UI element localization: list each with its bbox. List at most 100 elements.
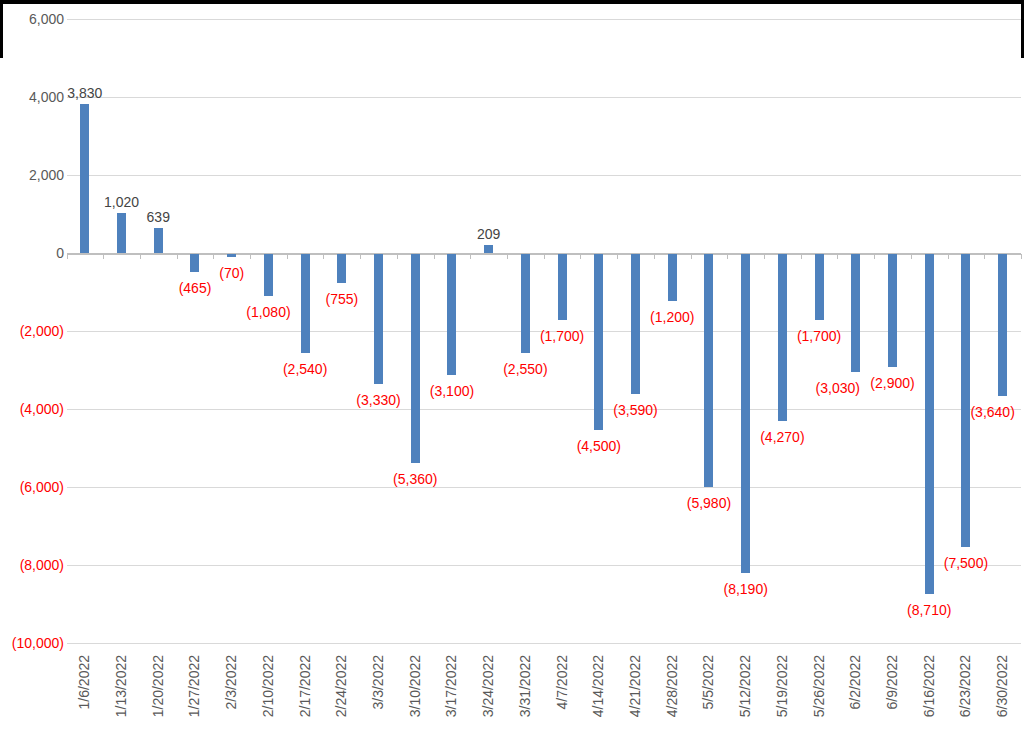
y-tick-label: (6,000): [0, 478, 64, 496]
axis-tick: [837, 254, 838, 259]
bar-chart: 6,0004,0002,0000(2,000)(4,000)(6,000)(8,…: [0, 0, 1024, 744]
category-label: 2/24/2022: [333, 655, 350, 717]
data-label: (1,700): [777, 327, 861, 345]
category-label: 1/13/2022: [113, 655, 130, 717]
category-label: 4/21/2022: [627, 655, 644, 717]
y-tick-label: 6,000: [0, 10, 64, 28]
data-label: 639: [116, 208, 200, 226]
data-label: 209: [447, 225, 531, 243]
axis-tick: [360, 254, 361, 259]
gridline: [67, 643, 1022, 644]
data-label: (2,540): [263, 360, 347, 378]
axis-tick: [287, 254, 288, 259]
y-tick-label: 2,000: [0, 166, 64, 184]
data-label: (1,080): [226, 303, 310, 321]
bar: [447, 254, 456, 375]
axis-tick: [984, 254, 985, 259]
bar: [961, 254, 970, 547]
data-label: (8,190): [704, 580, 788, 598]
axis-tick: [67, 254, 68, 259]
data-label: (3,640): [951, 403, 1024, 421]
category-label: 1/20/2022: [150, 655, 167, 717]
bar: [80, 104, 89, 253]
bar: [888, 254, 897, 367]
gridline: [67, 487, 1022, 488]
axis-tick: [580, 254, 581, 259]
category-label: 6/9/2022: [884, 655, 901, 710]
data-label: (5,360): [373, 470, 457, 488]
axis-tick: [874, 254, 875, 259]
axis-tick: [911, 254, 912, 259]
category-label: 4/14/2022: [590, 655, 607, 717]
category-label: 5/26/2022: [811, 655, 828, 717]
axis-tick: [654, 254, 655, 259]
data-label: (8,710): [887, 601, 971, 619]
category-label: 6/16/2022: [921, 655, 938, 717]
axis-tick: [617, 254, 618, 259]
category-label: 3/17/2022: [443, 655, 460, 717]
category-label: 6/30/2022: [994, 655, 1011, 717]
data-label: (3,330): [337, 391, 421, 409]
left-border: [0, 0, 3, 58]
data-label: (2,550): [483, 360, 567, 378]
category-label: 4/28/2022: [664, 655, 681, 717]
bar: [227, 254, 236, 257]
bar: [815, 254, 824, 320]
axis-tick: [544, 254, 545, 259]
axis-tick: [507, 254, 508, 259]
bar: [411, 254, 420, 463]
data-label: (3,590): [594, 401, 678, 419]
data-label: (3,100): [410, 382, 494, 400]
bar: [741, 254, 750, 573]
data-label: (7,500): [924, 554, 1008, 572]
category-label: 2/10/2022: [260, 655, 277, 717]
gridline: [67, 19, 1022, 20]
category-label: 1/27/2022: [186, 655, 203, 717]
gridline: [67, 565, 1022, 566]
axis-tick: [140, 254, 141, 259]
axis-tick: [103, 254, 104, 259]
axis-tick: [948, 254, 949, 259]
category-label: 1/6/2022: [76, 655, 93, 710]
bar: [851, 254, 860, 372]
category-label: 5/12/2022: [737, 655, 754, 717]
bar: [484, 245, 493, 253]
data-label: (1,700): [520, 327, 604, 345]
y-tick-label: (8,000): [0, 556, 64, 574]
gridline: [67, 97, 1022, 98]
axis-tick: [177, 254, 178, 259]
axis-tick: [1021, 254, 1022, 259]
bar: [704, 254, 713, 487]
data-label: 3,830: [43, 84, 127, 102]
category-label: 5/19/2022: [774, 655, 791, 717]
category-label: 3/10/2022: [407, 655, 424, 717]
data-label: (5,980): [667, 494, 751, 512]
y-tick-label: (10,000): [0, 634, 64, 652]
category-label: 3/24/2022: [480, 655, 497, 717]
data-label: (2,900): [851, 374, 935, 392]
data-label: (70): [190, 264, 274, 282]
axis-tick: [727, 254, 728, 259]
data-label: (4,500): [557, 437, 641, 455]
data-label: (4,270): [740, 428, 824, 446]
y-tick-label: (2,000): [0, 322, 64, 340]
bar: [337, 254, 346, 283]
axis-tick: [434, 254, 435, 259]
axis-tick: [213, 254, 214, 259]
category-label: 6/23/2022: [957, 655, 974, 717]
bar: [925, 254, 934, 594]
category-label: 4/7/2022: [554, 655, 571, 710]
gridline: [67, 175, 1022, 176]
axis-tick: [764, 254, 765, 259]
bar: [558, 254, 567, 320]
category-label: 3/3/2022: [370, 655, 387, 710]
axis-tick: [323, 254, 324, 259]
y-tick-label: 0: [0, 244, 64, 262]
category-label: 3/31/2022: [517, 655, 534, 717]
bar: [374, 254, 383, 384]
data-label: (465): [153, 279, 237, 297]
category-label: 5/5/2022: [700, 655, 717, 710]
axis-tick: [470, 254, 471, 259]
axis-tick: [691, 254, 692, 259]
bar: [668, 254, 677, 301]
